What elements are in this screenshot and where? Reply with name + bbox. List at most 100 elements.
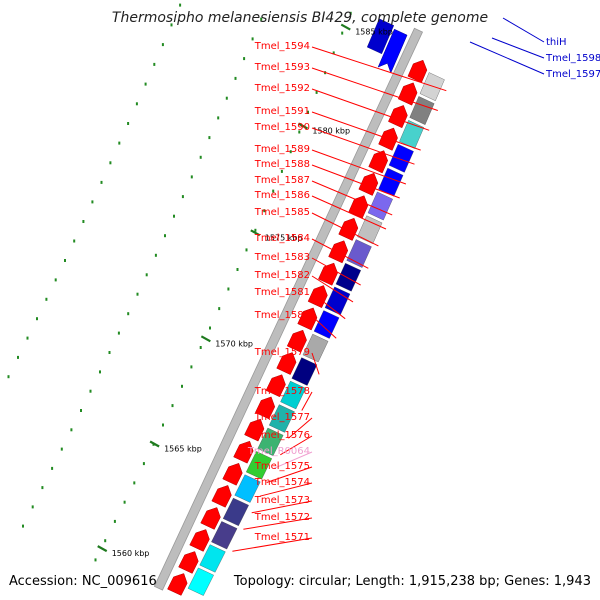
tick-dot xyxy=(218,307,221,311)
leader-line xyxy=(311,352,320,375)
tick-dot xyxy=(118,141,121,145)
gene-label: Tmel_1574 xyxy=(254,477,310,488)
tick-dot xyxy=(153,62,156,66)
gene-label: Tmel_1571 xyxy=(254,532,310,543)
forward-cds-arrow xyxy=(286,329,307,353)
forward-cds-arrow xyxy=(222,462,243,486)
tick-dot xyxy=(199,155,202,159)
leader-line xyxy=(232,537,313,552)
tick-dot xyxy=(64,259,66,262)
tick-dot xyxy=(254,228,257,232)
leader-line xyxy=(311,275,354,303)
gene-label: Tmel_1592 xyxy=(254,83,310,94)
tick-dot xyxy=(117,331,120,335)
reverse-cds-arrow xyxy=(377,28,408,74)
tick-dot xyxy=(208,136,211,140)
tick-dot xyxy=(298,130,301,134)
tick-dot xyxy=(307,110,309,114)
kbp-label: 1560 kbp xyxy=(112,549,150,558)
kbp-tick xyxy=(297,122,308,130)
forward-cds-arrow xyxy=(178,551,199,574)
tick-dot xyxy=(173,214,175,218)
cog-block xyxy=(222,497,249,526)
kbp-tick xyxy=(149,440,160,448)
tick-dot xyxy=(315,90,318,94)
gene-label: Tmel_1583 xyxy=(254,252,310,263)
leader-line xyxy=(311,164,400,199)
leader-line xyxy=(311,46,447,92)
tick-dot xyxy=(91,200,94,204)
tick-dot xyxy=(109,161,112,165)
cog-block xyxy=(302,333,329,363)
tick-dot xyxy=(36,317,38,321)
tick-dot xyxy=(251,37,254,41)
tick-dot xyxy=(22,524,24,528)
tick-dot xyxy=(31,505,34,509)
leader-line xyxy=(251,500,313,514)
tick-dot xyxy=(199,346,202,349)
cog-block xyxy=(357,215,383,244)
tick-dot xyxy=(70,428,73,432)
tick-dot xyxy=(89,389,92,393)
tick-dot xyxy=(113,519,116,523)
leader-line-right xyxy=(502,17,545,43)
forward-cds-arrow xyxy=(368,150,388,174)
cog-block xyxy=(280,380,307,410)
forward-cds-arrow xyxy=(276,352,297,375)
leader-line xyxy=(311,88,430,131)
tick-dot xyxy=(272,189,275,193)
tick-dot xyxy=(164,234,166,238)
leader-line xyxy=(273,451,313,470)
tick-dot xyxy=(80,409,82,412)
tick-dot xyxy=(170,23,173,27)
tick-dot xyxy=(99,370,101,374)
gene-label: Tmel_1590 xyxy=(254,122,310,133)
gene-label: Tmel_1582 xyxy=(254,270,310,281)
forward-cds-arrow xyxy=(189,529,210,552)
tick-dot xyxy=(190,365,193,369)
tick-dot xyxy=(104,539,107,543)
tick-dot xyxy=(142,462,145,466)
gene-label: Tmel_1577 xyxy=(254,412,310,423)
kbp-scale: 1585 kbp 1580 kbp 1575 kbp 1570 kbp 1565 kbp… xyxy=(97,23,393,558)
topology-text: Topology: circular; Length: 1,915,238 bp… xyxy=(233,574,591,589)
cog-block xyxy=(324,286,351,316)
forward-cds-arrow xyxy=(254,396,276,420)
leader-line xyxy=(311,315,337,339)
leader-line-right xyxy=(491,37,545,59)
tick-dot xyxy=(54,278,57,282)
leader-line xyxy=(311,149,407,185)
tick-dot xyxy=(289,150,292,154)
leader-line xyxy=(311,180,393,216)
forward-cds-arrow xyxy=(211,485,232,508)
leader-line xyxy=(311,111,421,151)
leader-line xyxy=(311,238,369,269)
kbp-tick xyxy=(200,335,211,343)
leader-line xyxy=(311,67,438,111)
tick-dot xyxy=(341,31,344,35)
cog-block xyxy=(211,521,238,550)
leader-line xyxy=(311,212,379,247)
gene-label-right: Tmel_1597 xyxy=(545,69,600,80)
forward-cds-arrow xyxy=(233,440,254,464)
tick-dot xyxy=(217,116,220,120)
accession-text: Accession: NC_009616 xyxy=(9,574,157,589)
forward-cds-arrow xyxy=(167,573,188,596)
forward-cds-arrow xyxy=(338,217,359,241)
tick-dot xyxy=(26,336,29,340)
cog-block xyxy=(187,567,214,596)
tick-dot xyxy=(127,312,130,316)
gene-label: Tmel_1579 xyxy=(254,347,310,358)
tick-dot xyxy=(136,292,139,296)
gene-label: Tmel_1587 xyxy=(254,175,310,186)
gene-label: Tmel_1589 xyxy=(254,144,310,155)
forward-cds-arrow xyxy=(397,82,418,106)
tick-dot xyxy=(133,481,136,485)
gene-label: Tmel_1581 xyxy=(254,287,310,298)
tick-dot xyxy=(108,351,111,354)
tick-dot xyxy=(236,268,239,271)
tick-dot xyxy=(100,180,103,184)
tick-dot xyxy=(171,404,174,408)
leader-line xyxy=(311,292,346,320)
forward-cds-arrow xyxy=(265,374,286,398)
